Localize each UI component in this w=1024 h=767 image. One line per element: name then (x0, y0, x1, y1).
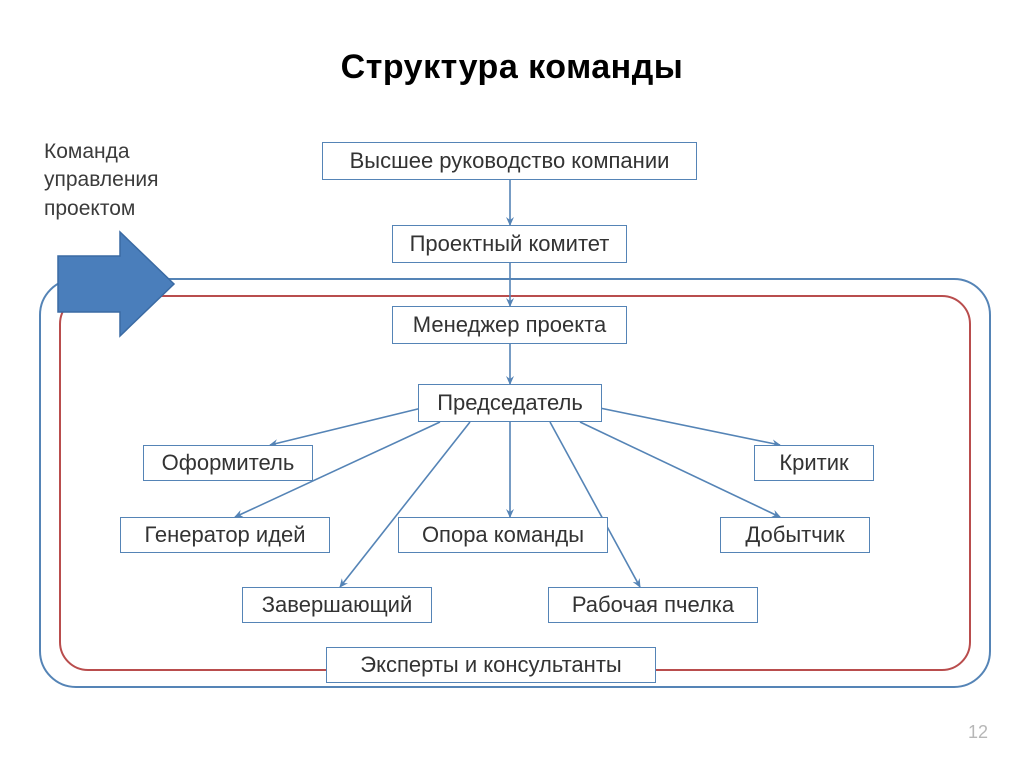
side-label-line2: управления (44, 168, 159, 191)
node-label-critic: Критик (779, 450, 848, 476)
node-workerbee: Рабочая пчелка (548, 587, 758, 623)
edge (550, 422, 640, 587)
edge (270, 406, 430, 445)
node-critic: Критик (754, 445, 874, 481)
edge (590, 406, 780, 445)
page-number: 12 (968, 722, 988, 743)
node-label-chair: Председатель (437, 390, 583, 416)
node-support: Опора команды (398, 517, 608, 553)
node-committee: Проектный комитет (392, 225, 627, 263)
inner-container (60, 296, 970, 670)
node-finisher: Завершающий (242, 587, 432, 623)
node-label-committee: Проектный комитет (410, 231, 610, 257)
node-label-workerbee: Рабочая пчелка (572, 592, 734, 618)
node-label-procurer: Добытчик (745, 522, 844, 548)
big-arrow-icon (58, 232, 174, 336)
node-label-support: Опора команды (422, 522, 584, 548)
side-label-line1: Команда (44, 140, 130, 163)
node-top_mgmt: Высшее руководство компании (322, 142, 697, 180)
node-ideagen: Генератор идей (120, 517, 330, 553)
edge (340, 422, 470, 587)
node-label-pm: Менеджер проекта (413, 312, 606, 338)
node-designer: Оформитель (143, 445, 313, 481)
node-procurer: Добытчик (720, 517, 870, 553)
edge (580, 422, 780, 517)
page-title: Структура команды (0, 48, 1024, 87)
node-pm: Менеджер проекта (392, 306, 627, 344)
node-label-top_mgmt: Высшее руководство компании (350, 148, 670, 174)
side-label-line3: проектом (44, 197, 135, 220)
side-label: Команда управления проектом (44, 138, 159, 223)
node-label-designer: Оформитель (162, 450, 295, 476)
node-experts: Эксперты и консультанты (326, 647, 656, 683)
node-chair: Председатель (418, 384, 602, 422)
node-label-experts: Эксперты и консультанты (360, 652, 621, 678)
node-label-finisher: Завершающий (262, 592, 413, 618)
node-label-ideagen: Генератор идей (144, 522, 305, 548)
